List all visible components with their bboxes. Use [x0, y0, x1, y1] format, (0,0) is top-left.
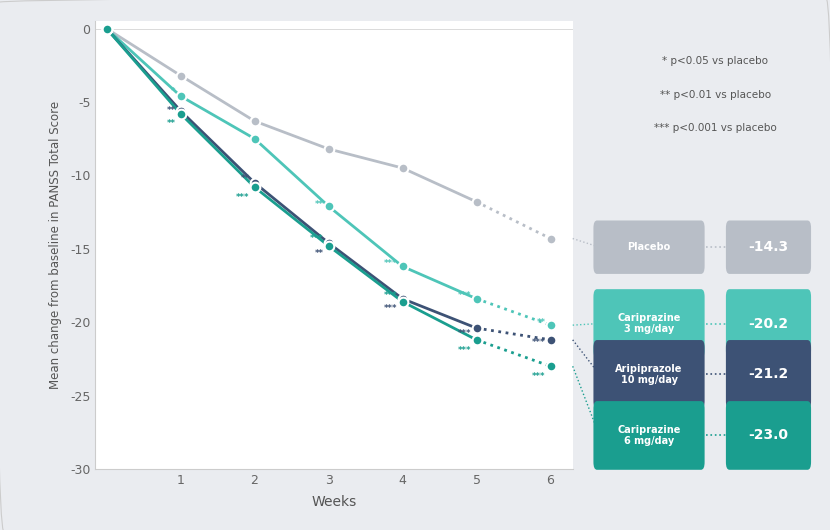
Text: -21.2: -21.2 [749, 367, 788, 382]
Text: ***: *** [383, 305, 398, 314]
Text: **: ** [166, 119, 175, 128]
Text: *: * [171, 87, 175, 96]
Text: Placebo: Placebo [627, 242, 671, 252]
Text: ***: *** [458, 346, 471, 355]
Text: **: ** [315, 249, 324, 258]
FancyBboxPatch shape [726, 340, 811, 409]
Text: Cariprazine
6 mg/day: Cariprazine 6 mg/day [618, 425, 681, 446]
Text: ***: *** [458, 330, 471, 339]
X-axis label: Weeks: Weeks [311, 495, 357, 509]
Text: ***: *** [532, 338, 545, 347]
Text: ***: *** [383, 259, 398, 268]
FancyBboxPatch shape [726, 289, 811, 358]
Text: ***: *** [310, 234, 324, 243]
Text: * p<0.05 vs placebo: * p<0.05 vs placebo [662, 57, 769, 66]
FancyBboxPatch shape [726, 401, 811, 470]
Text: Cariprazine
3 mg/day: Cariprazine 3 mg/day [618, 313, 681, 334]
Text: Aripiprazole
10 mg/day: Aripiprazole 10 mg/day [615, 364, 683, 385]
Text: ***: *** [532, 372, 545, 381]
Text: *** p<0.001 vs placebo: *** p<0.001 vs placebo [654, 122, 777, 132]
Text: **: ** [536, 317, 545, 326]
Text: ***: *** [383, 292, 398, 301]
Text: **: ** [166, 107, 175, 115]
Text: **: ** [315, 200, 324, 209]
Text: **: ** [241, 174, 249, 183]
Text: ** p<0.01 vs placebo: ** p<0.01 vs placebo [660, 90, 771, 100]
FancyBboxPatch shape [593, 340, 705, 409]
FancyBboxPatch shape [593, 289, 705, 358]
FancyBboxPatch shape [726, 220, 811, 274]
Text: -23.0: -23.0 [749, 428, 788, 443]
FancyBboxPatch shape [593, 401, 705, 470]
Y-axis label: Mean change from baseline in PANSS Total Score: Mean change from baseline in PANSS Total… [49, 101, 62, 389]
Text: ***: *** [458, 292, 471, 301]
Text: ***: *** [236, 193, 249, 202]
Text: -14.3: -14.3 [749, 240, 788, 254]
Text: -20.2: -20.2 [749, 316, 788, 331]
FancyBboxPatch shape [593, 220, 705, 274]
